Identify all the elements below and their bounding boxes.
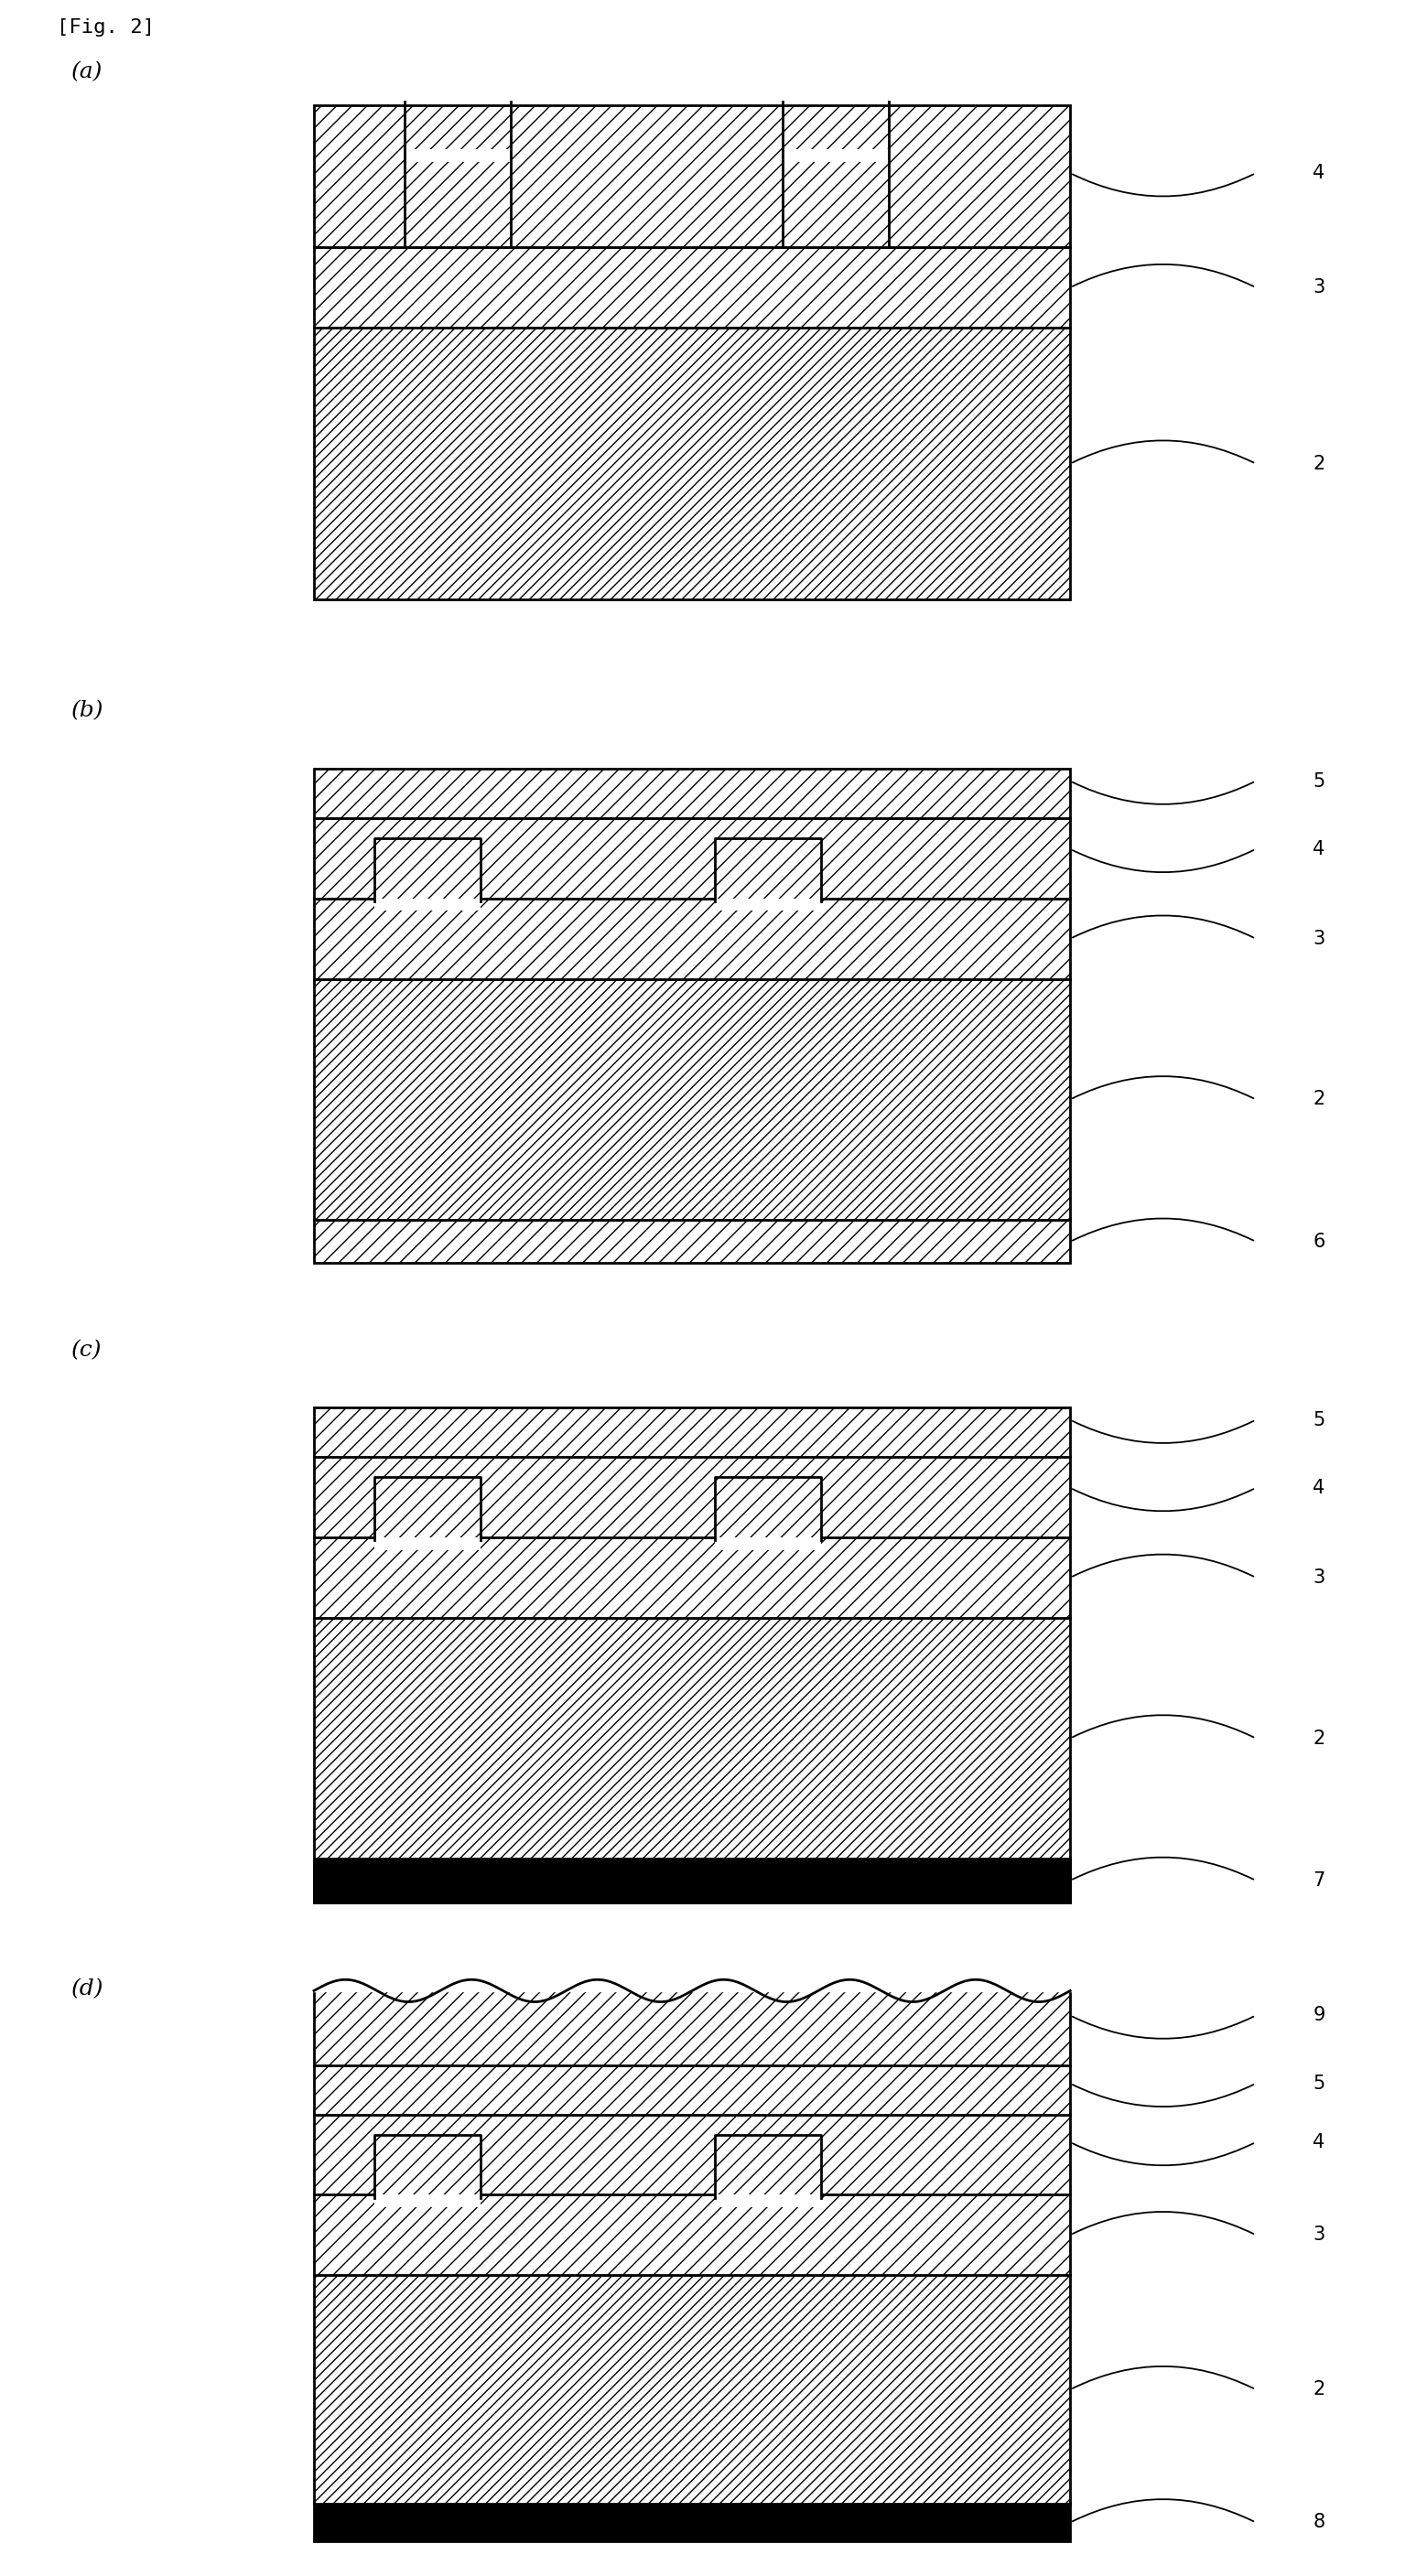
- Bar: [374, 2136, 481, 2195]
- Text: 4: 4: [1313, 1479, 1324, 1497]
- Bar: [715, 1535, 821, 1551]
- Bar: [374, 2192, 481, 2208]
- Bar: [314, 106, 1070, 247]
- Bar: [374, 1476, 481, 1538]
- Bar: [314, 1221, 1070, 1262]
- Text: 5: 5: [1313, 773, 1324, 791]
- Bar: [715, 1476, 821, 1538]
- Bar: [314, 2504, 1070, 2540]
- Text: (b): (b): [71, 701, 104, 721]
- Bar: [314, 327, 1070, 600]
- Bar: [405, 162, 511, 247]
- Bar: [374, 1535, 481, 1551]
- Bar: [314, 2275, 1070, 2504]
- Bar: [314, 2066, 1070, 2115]
- Bar: [314, 819, 1070, 899]
- Text: 3: 3: [1313, 1569, 1324, 1587]
- Text: 7: 7: [1313, 1870, 1324, 1891]
- Text: 9: 9: [1313, 2007, 1326, 2025]
- Bar: [314, 979, 1070, 1221]
- Bar: [314, 1538, 1070, 1618]
- Bar: [314, 2195, 1070, 2275]
- Bar: [374, 1476, 481, 1538]
- Bar: [314, 106, 1070, 247]
- Bar: [314, 327, 1070, 600]
- Text: 6: 6: [1313, 1231, 1326, 1252]
- Bar: [314, 1406, 1070, 1458]
- Bar: [314, 1618, 1070, 1860]
- Bar: [314, 1221, 1070, 1262]
- Bar: [314, 1406, 1070, 1458]
- Text: 2: 2: [1313, 1090, 1324, 1108]
- Bar: [314, 1991, 1070, 2066]
- Bar: [374, 837, 481, 899]
- Text: 3: 3: [1313, 930, 1324, 948]
- Bar: [783, 149, 889, 247]
- Bar: [314, 979, 1070, 1221]
- Text: 2: 2: [1313, 1728, 1324, 1747]
- Bar: [715, 837, 821, 899]
- Bar: [374, 837, 481, 899]
- Bar: [314, 247, 1070, 327]
- Bar: [314, 2275, 1070, 2504]
- Bar: [374, 2136, 481, 2195]
- Bar: [314, 819, 1070, 899]
- Bar: [715, 1476, 821, 1538]
- Bar: [314, 1860, 1070, 1901]
- Text: 5: 5: [1313, 2074, 1324, 2092]
- Text: (d): (d): [71, 1978, 104, 1999]
- Bar: [314, 899, 1070, 979]
- Text: 3: 3: [1313, 278, 1324, 296]
- Bar: [715, 896, 821, 912]
- Bar: [715, 2136, 821, 2195]
- Text: 2: 2: [1313, 453, 1324, 474]
- Bar: [314, 1458, 1070, 1538]
- Bar: [314, 768, 1070, 819]
- Bar: [715, 837, 821, 899]
- Bar: [314, 768, 1070, 819]
- Bar: [314, 2115, 1070, 2195]
- Text: 4: 4: [1313, 840, 1324, 858]
- Bar: [783, 162, 889, 247]
- Bar: [314, 1458, 1070, 1538]
- Text: 8: 8: [1313, 2514, 1324, 2532]
- Text: 2: 2: [1313, 2380, 1324, 2398]
- Text: (c): (c): [71, 1340, 101, 1360]
- Text: 4: 4: [1313, 2133, 1324, 2151]
- Bar: [314, 247, 1070, 327]
- Bar: [405, 149, 511, 247]
- Bar: [314, 2066, 1070, 2115]
- Bar: [715, 2192, 821, 2208]
- Bar: [314, 1860, 1070, 1901]
- Bar: [314, 1538, 1070, 1618]
- Bar: [314, 1618, 1070, 1860]
- Bar: [314, 1991, 1070, 2066]
- Text: [Fig. 2]: [Fig. 2]: [57, 18, 156, 36]
- Text: 5: 5: [1313, 1412, 1324, 1430]
- Bar: [314, 2115, 1070, 2195]
- Bar: [715, 2136, 821, 2195]
- Bar: [314, 899, 1070, 979]
- Text: (a): (a): [71, 62, 103, 82]
- Bar: [374, 896, 481, 912]
- Text: 3: 3: [1313, 2226, 1324, 2244]
- Text: 4: 4: [1313, 165, 1324, 183]
- Bar: [314, 2195, 1070, 2275]
